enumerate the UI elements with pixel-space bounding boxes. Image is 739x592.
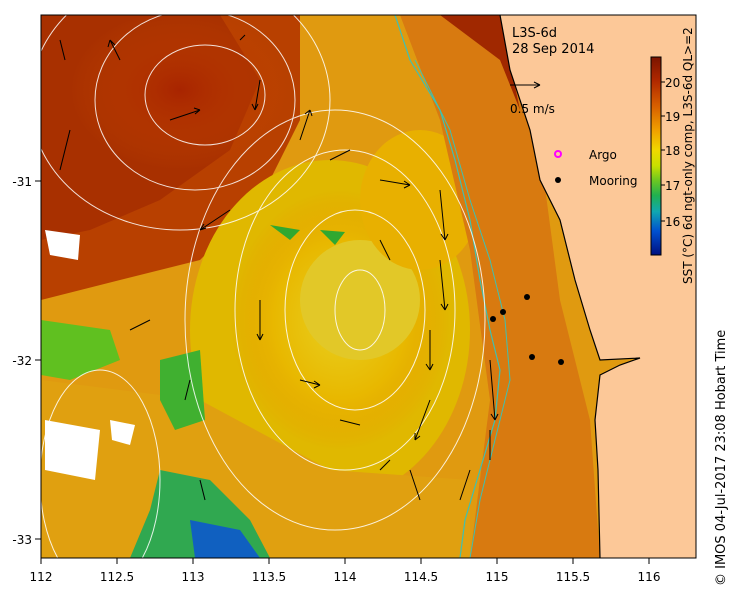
y-axis	[35, 180, 41, 540]
colorbar	[650, 56, 662, 256]
land-area	[500, 15, 696, 558]
x-tick-label: 113	[182, 570, 205, 584]
y-tick-label: -31	[12, 175, 32, 189]
colorbar-tick-label: 17	[665, 179, 680, 193]
bathymetry-contour	[414, 59, 511, 558]
map-date: 28 Sep 2014	[512, 42, 594, 57]
x-tick-label: 115	[486, 570, 509, 584]
mooring-markers	[490, 294, 564, 365]
colorbar-tick-label: 16	[665, 215, 680, 229]
x-tick-label: 112.5	[100, 570, 134, 584]
x-axis	[40, 558, 650, 564]
plot-frame	[40, 14, 697, 559]
sea-level-contours	[41, 15, 486, 558]
scale-arrow	[510, 81, 541, 89]
argo-legend-icon	[554, 150, 562, 158]
coastline	[499, 15, 641, 558]
velocity-arrows	[59, 34, 541, 501]
x-tick-label: 114.5	[404, 570, 438, 584]
mooring-legend-icon	[555, 177, 561, 183]
scale-label: 0.5 m/s	[510, 102, 555, 116]
x-tick-label: 112	[30, 570, 53, 584]
legend-argo-label: Argo	[589, 148, 617, 162]
x-tick-label: 114	[334, 570, 357, 584]
legend-mooring-label: Mooring	[589, 174, 638, 188]
colorbar-tick-label: 18	[665, 144, 680, 158]
x-tick-label: 115.5	[556, 570, 590, 584]
y-tick-label: -33	[12, 533, 32, 547]
y-tick-label: -32	[12, 354, 32, 368]
colorbar-ticks	[661, 81, 665, 222]
credit-text: © IMOS 04-Jul-2017 23:08 Hobart Time	[714, 329, 729, 586]
map-title: L3S-6d	[512, 26, 557, 41]
colorbar-tick-label: 20	[665, 76, 680, 90]
colorbar-tick-label: 19	[665, 110, 680, 124]
colorbar-title: SST (°C) 6d ngt-only comp, L3S-6d QL>=2	[681, 27, 695, 284]
x-tick-label: 113.5	[252, 570, 286, 584]
x-tick-label: 116	[638, 570, 661, 584]
sst-field	[41, 15, 696, 558]
